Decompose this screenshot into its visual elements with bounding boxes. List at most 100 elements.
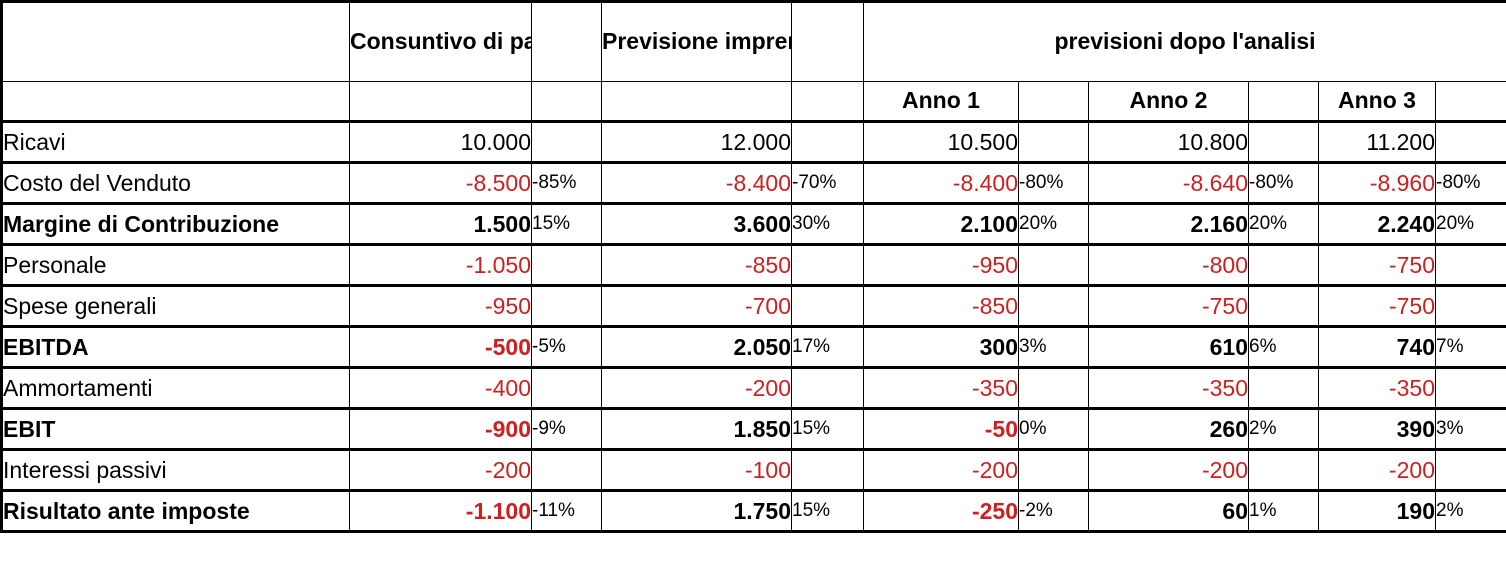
percent-cell: -80% <box>1248 161 1319 205</box>
percent-cell <box>531 120 602 164</box>
value-cell: -50 <box>863 407 1019 451</box>
percent-cell <box>1018 284 1089 328</box>
header-empty-cell <box>601 81 792 123</box>
value-cell: -850 <box>863 284 1019 328</box>
header-empty-cell <box>531 81 602 123</box>
value-cell: 12.000 <box>601 120 792 164</box>
value-cell: 1.750 <box>601 489 792 533</box>
percent-cell <box>1434 284 1506 328</box>
value-cell: -800 <box>1088 243 1249 287</box>
value-cell: -8.960 <box>1318 161 1436 205</box>
header-empty-pct-1 <box>531 1 602 82</box>
percent-cell: 1% <box>1248 489 1319 533</box>
table-row: Personale -1.050 -850 -950 -800 -750 <box>1 243 1506 287</box>
value-cell: -500 <box>349 325 532 369</box>
percent-cell <box>1018 243 1089 287</box>
header-empty-cell <box>1018 81 1089 123</box>
table-header: Consuntivo di partenza Previsione impren… <box>1 1 1506 123</box>
percent-cell <box>1248 366 1319 410</box>
percent-cell <box>531 284 602 328</box>
value-cell: -200 <box>1088 448 1249 492</box>
row-label: Costo del Venduto <box>1 161 350 205</box>
value-cell: -750 <box>1318 284 1436 328</box>
value-cell: 2.240 <box>1318 202 1436 246</box>
row-label: Spese generali <box>1 284 350 328</box>
table-row: Risultato ante imposte -1.100 -11% 1.750 15%… <box>1 489 1506 533</box>
value-cell: -200 <box>1318 448 1436 492</box>
value-cell: -8.640 <box>1088 161 1249 205</box>
percent-cell <box>1018 366 1089 410</box>
header-anno-1: Anno 1 <box>863 81 1019 123</box>
value-cell: -950 <box>349 284 532 328</box>
percent-cell: -85% <box>531 161 602 205</box>
percent-cell: 15% <box>531 202 602 246</box>
table-row: Margine di Contribuzione 1.500 15% 3.600 30%… <box>1 202 1506 246</box>
value-cell: 10.000 <box>349 120 532 164</box>
percent-cell: 15% <box>791 489 864 533</box>
percent-cell <box>1434 448 1506 492</box>
value-cell: -200 <box>863 448 1019 492</box>
header-previsioni-dopo-analisi: previsioni dopo l'analisi <box>862 1 1506 82</box>
percent-cell: 3% <box>1434 407 1506 451</box>
percent-cell: 30% <box>791 202 864 246</box>
percent-cell <box>791 366 864 410</box>
percent-cell: 17% <box>791 325 864 369</box>
table-row: Ammortamenti -400 -200 -350 -350 -350 <box>1 366 1506 410</box>
value-cell: -8.500 <box>349 161 532 205</box>
value-cell: 2.050 <box>601 325 792 369</box>
header-empty-cell <box>1248 81 1319 123</box>
percent-cell: -70% <box>791 161 864 205</box>
value-cell: -750 <box>1318 243 1436 287</box>
value-cell: -1.100 <box>349 489 532 533</box>
header-consuntivo-di-partenza: Consuntivo di partenza <box>349 1 532 82</box>
percent-cell: -80% <box>1434 161 1506 205</box>
value-cell: -1.050 <box>349 243 532 287</box>
percent-cell: 15% <box>791 407 864 451</box>
value-cell: 60 <box>1088 489 1249 533</box>
row-label: EBITDA <box>1 325 350 369</box>
table-row: EBIT -900 -9% 1.850 15% -50 0% 260 2% 390 3% <box>1 407 1506 451</box>
percent-cell <box>531 366 602 410</box>
percent-cell: -9% <box>531 407 602 451</box>
table-row: Costo del Venduto -8.500 -85% -8.400 -70% -8.… <box>1 161 1506 205</box>
percent-cell <box>1018 448 1089 492</box>
value-cell: -850 <box>601 243 792 287</box>
value-cell: -250 <box>863 489 1019 533</box>
header-empty-corner <box>1 1 350 82</box>
header-empty-cell <box>791 81 864 123</box>
percent-cell: 20% <box>1248 202 1319 246</box>
header-empty-cell <box>1 81 350 123</box>
percent-cell: 2% <box>1434 489 1506 533</box>
percent-cell <box>1434 366 1506 410</box>
percent-cell <box>1434 120 1506 164</box>
value-cell: 300 <box>863 325 1019 369</box>
table-body: Ricavi 10.000 12.000 10.500 10.800 11.200 Cost… <box>1 120 1506 533</box>
value-cell: 3.600 <box>601 202 792 246</box>
value-cell: 2.100 <box>863 202 1019 246</box>
percent-cell <box>791 120 864 164</box>
header-previsione-imprenditore: Previsione imprenditore <box>601 1 792 82</box>
header-anno-3: Anno 3 <box>1318 81 1436 123</box>
percent-cell <box>791 243 864 287</box>
percent-cell: 20% <box>1434 202 1506 246</box>
table-row: Interessi passivi -200 -100 -200 -200 -200 <box>1 448 1506 492</box>
value-cell: 390 <box>1318 407 1436 451</box>
percent-cell <box>531 448 602 492</box>
percent-cell: -11% <box>531 489 602 533</box>
table-row: Ricavi 10.000 12.000 10.500 10.800 11.200 <box>1 120 1506 164</box>
percent-cell: 3% <box>1018 325 1089 369</box>
row-label: Risultato ante imposte <box>1 489 350 533</box>
value-cell: -200 <box>349 448 532 492</box>
percent-cell <box>791 284 864 328</box>
row-label: Personale <box>1 243 350 287</box>
value-cell: -8.400 <box>863 161 1019 205</box>
percent-cell: -5% <box>531 325 602 369</box>
value-cell: 1.500 <box>349 202 532 246</box>
value-cell: 10.800 <box>1088 120 1249 164</box>
percent-cell <box>1248 243 1319 287</box>
value-cell: 11.200 <box>1318 120 1436 164</box>
value-cell: 2.160 <box>1088 202 1249 246</box>
financial-projection-table: Consuntivo di partenza Previsione impren… <box>0 0 1506 533</box>
header-row-2: Anno 1 Anno 2 Anno 3 <box>1 81 1506 123</box>
